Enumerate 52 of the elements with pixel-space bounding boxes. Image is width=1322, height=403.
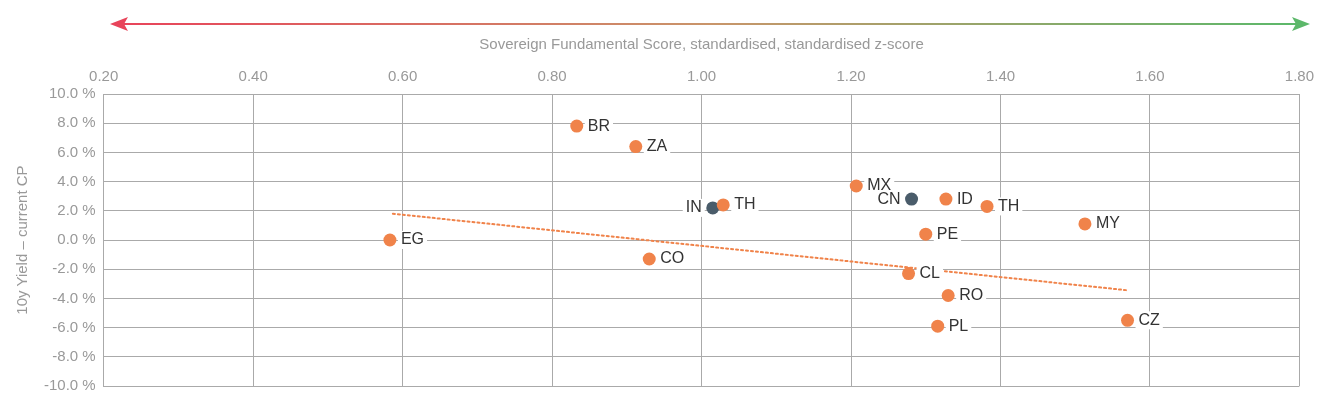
point: [919, 227, 933, 241]
x-tick-label: 0.40: [238, 67, 268, 85]
annotation: MY: [1095, 214, 1121, 232]
point: [1121, 313, 1135, 327]
y-tick-label: 8.0 %: [57, 113, 96, 131]
annotation: BR: [587, 116, 610, 134]
point: [642, 252, 656, 266]
point: [941, 288, 955, 302]
point: [939, 192, 953, 206]
y-tick-label: 10.0 %: [48, 84, 96, 102]
point: [716, 198, 730, 212]
y-tick-label: -2.0 %: [52, 259, 96, 277]
x-tick-label: 0.20: [89, 67, 119, 85]
annotation: PL: [948, 316, 969, 334]
x-tick-label: 0.80: [537, 67, 567, 85]
y-tick-label: -8.0 %: [52, 346, 96, 364]
annotation: PE: [936, 224, 959, 242]
point: [902, 267, 916, 281]
point: [570, 119, 584, 133]
x-tick-label: 1.80: [1284, 67, 1314, 85]
point: [629, 140, 643, 154]
annotation: IN: [685, 198, 702, 216]
annotation: ZA: [646, 136, 668, 154]
point: [849, 179, 863, 193]
annotation: TH: [998, 196, 1020, 214]
annotation: TH: [734, 195, 756, 213]
y-tick-label: 4.0 %: [57, 171, 96, 189]
x-tick-label: 0.60: [388, 67, 418, 85]
point: [980, 199, 994, 213]
y-tick-label: 0.0 %: [57, 230, 96, 248]
x-tick-label: 1.60: [1135, 67, 1165, 85]
point: [931, 319, 945, 333]
x-tick-label: 1.20: [836, 67, 866, 85]
y-tick-label: 2.0 %: [57, 200, 96, 218]
annotation: EG: [400, 230, 425, 248]
point: [383, 233, 397, 247]
annotation: CO: [660, 249, 685, 267]
annotation: CL: [919, 263, 941, 281]
y-tick-label: -6.0 %: [52, 317, 96, 335]
x-axis-title: Sovereign Fundamental Score, standardised, standardised z-score: [479, 35, 924, 53]
annotation: ID: [956, 189, 973, 207]
point: [1078, 217, 1092, 231]
point: [706, 201, 720, 215]
y-tick-label: -4.0 %: [52, 288, 96, 306]
annotation: CZ: [1138, 310, 1161, 328]
y-tick-label: 6.0 %: [57, 142, 96, 160]
x-tick-label: 1.00: [686, 67, 717, 85]
y-axis-title: 10y Yield – current CP: [13, 165, 31, 315]
x-tick-label: 1.40: [985, 67, 1016, 85]
y-tick-label: -10.0 %: [43, 376, 96, 394]
point: [905, 192, 919, 206]
annotation: RO: [959, 285, 984, 303]
